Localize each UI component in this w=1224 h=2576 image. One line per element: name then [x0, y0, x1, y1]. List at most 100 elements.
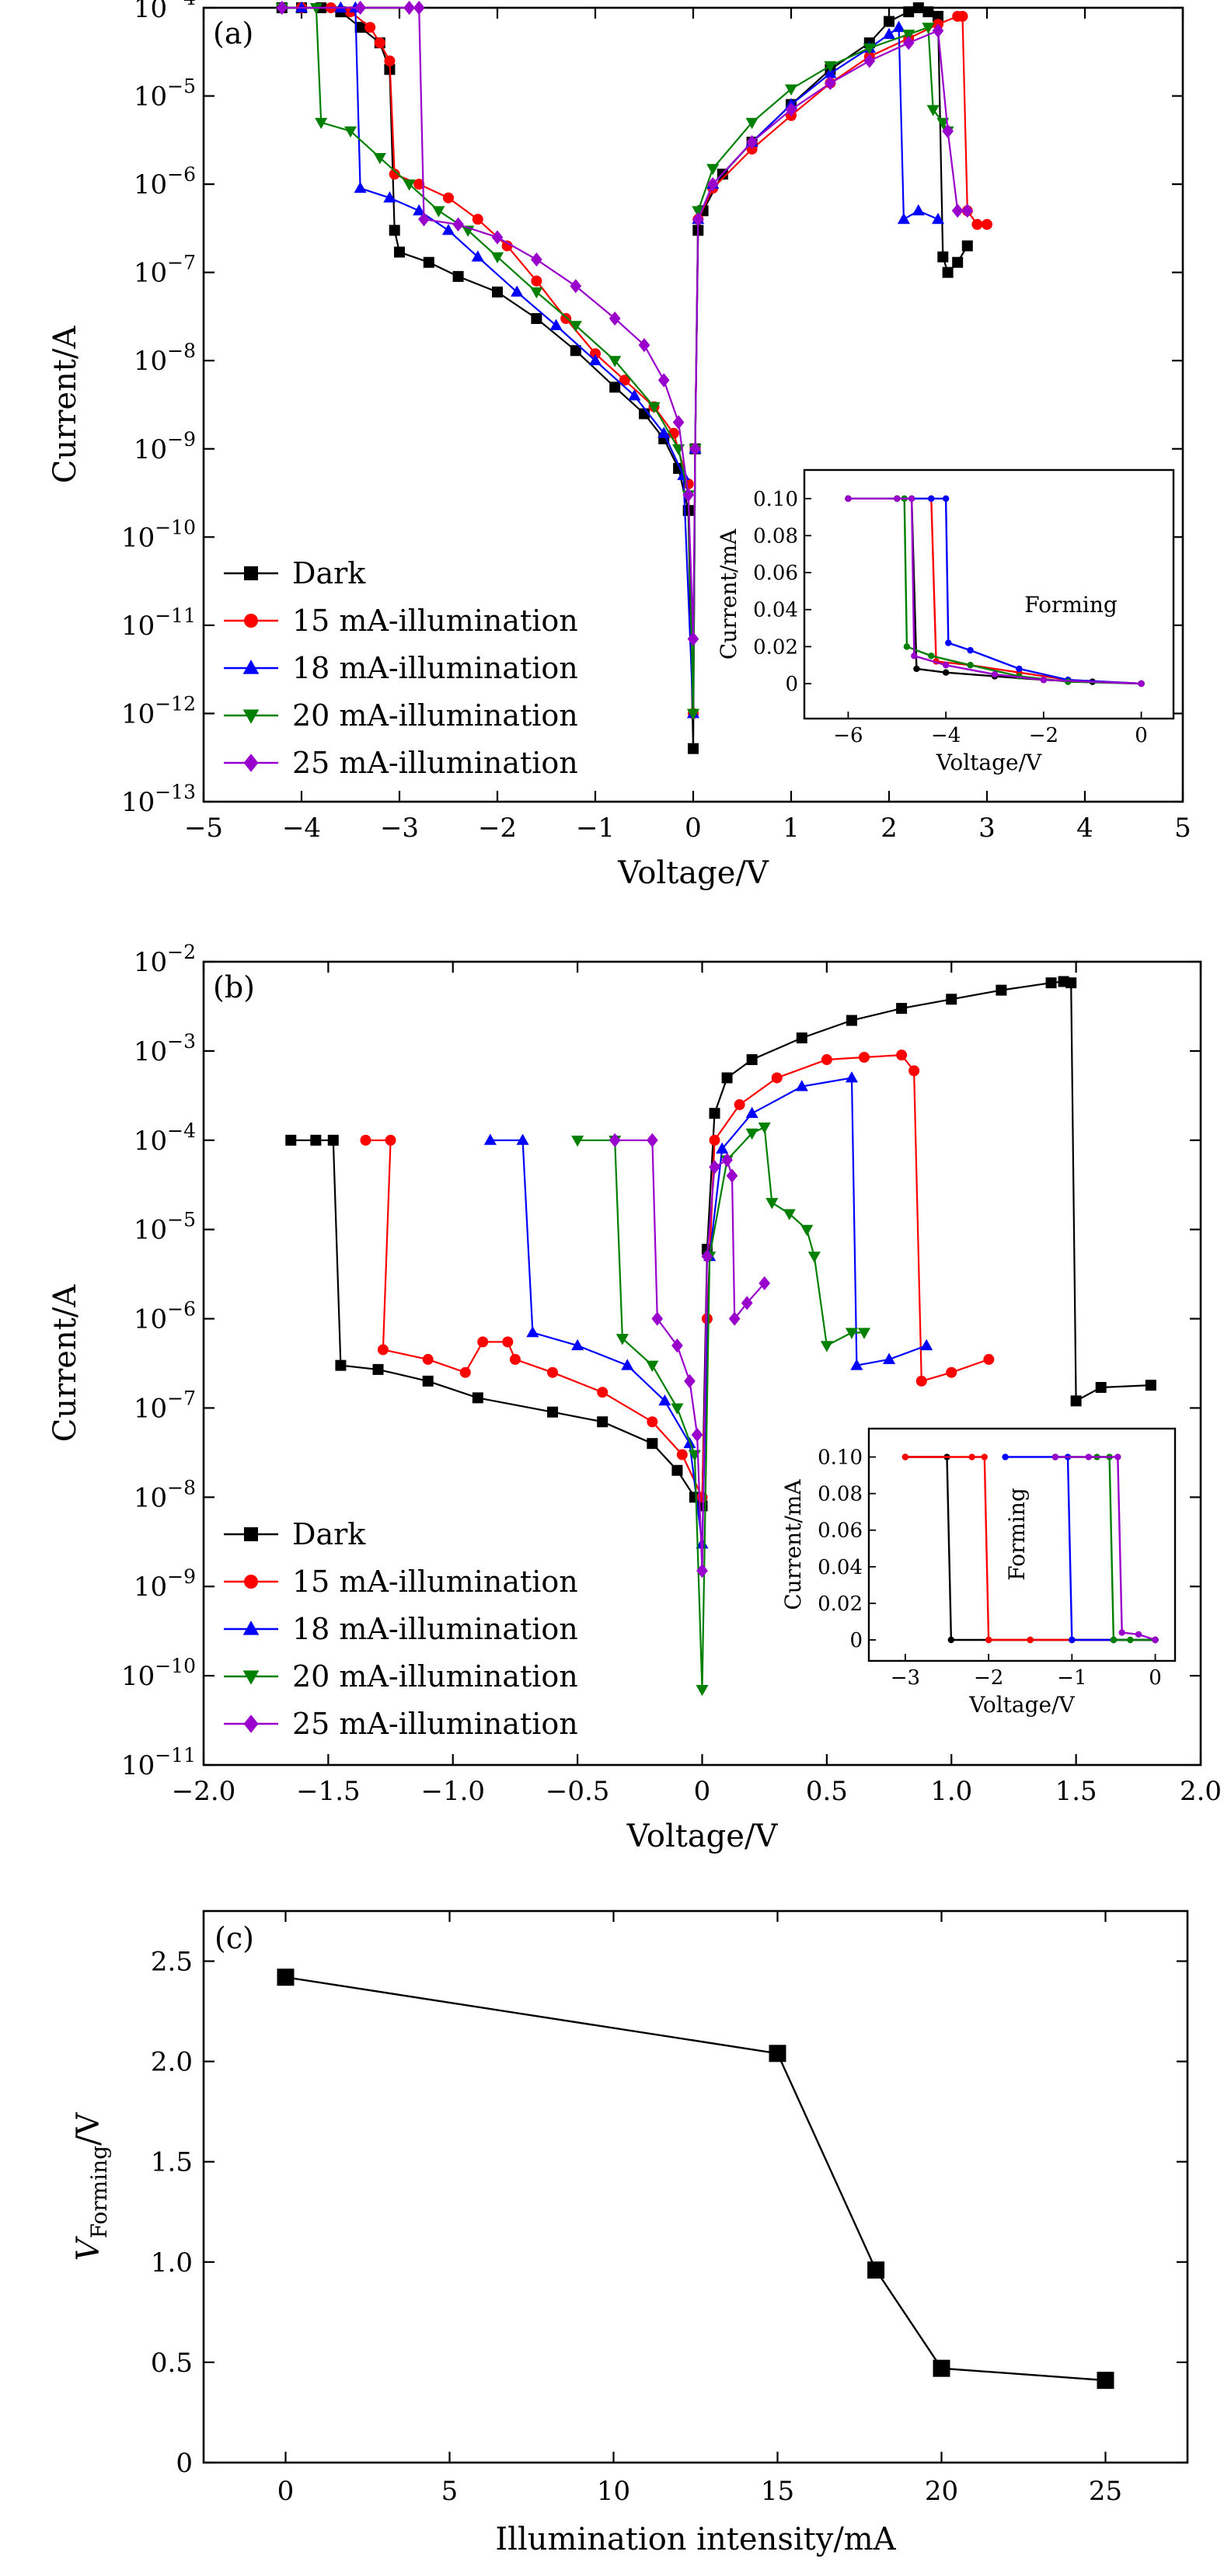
data-point: [734, 1099, 745, 1111]
data-point: [769, 2045, 786, 2063]
data-point: [423, 256, 434, 268]
data-point: [441, 224, 455, 235]
data-point: [671, 1464, 683, 1476]
x-tick-label: −1.0: [420, 1776, 485, 1807]
data-point: [491, 230, 504, 245]
y-tick-exponent: −10: [155, 1655, 196, 1677]
y-tick-label: 10−10: [121, 516, 196, 553]
inset-data-point: [928, 653, 935, 660]
data-point: [846, 1015, 857, 1026]
data-point: [569, 321, 582, 332]
y-tick-exponent: −4: [167, 0, 196, 9]
inset-data-point: [913, 665, 920, 673]
data-point: [547, 1406, 559, 1418]
data-point: [892, 20, 905, 33]
y-tick-base: 10: [121, 522, 155, 553]
data-point: [701, 1313, 713, 1325]
y-axis-label-main: V: [71, 2235, 106, 2261]
series-i18: [483, 1071, 933, 1549]
data-point: [745, 1128, 758, 1140]
legend-marker: [242, 709, 260, 724]
data-point: [459, 1366, 471, 1378]
data-point: [334, 1, 347, 12]
data-point: [502, 1336, 514, 1348]
data-point: [946, 1366, 957, 1378]
y-axis-label-sub: Forming: [86, 2146, 112, 2239]
inset-data-point: [1114, 1453, 1121, 1460]
data-point: [588, 353, 602, 366]
data-point: [951, 204, 964, 218]
y-tick-label: 10−8: [134, 339, 196, 377]
inset-chart: −3 −2 −1 0 0 0.02 0.04 0.06 0.08 0.10 Voltage/V Cur…: [780, 1427, 1177, 1718]
legend-marker: [243, 754, 259, 772]
x-tick-label: 1: [783, 813, 800, 844]
inset-y-tick-label: 0.08: [753, 524, 798, 548]
data-point: [915, 1375, 927, 1387]
inset-data-point: [985, 1636, 992, 1644]
legend-label: 18 mA-illumination: [292, 1612, 578, 1646]
y-tick-label: 1.5: [151, 2147, 193, 2178]
data-point: [820, 1341, 833, 1352]
data-point: [824, 67, 837, 78]
data-point: [721, 1072, 733, 1084]
inset-data-point: [945, 639, 952, 646]
data-point: [372, 1363, 384, 1375]
data-point: [383, 191, 396, 203]
data-point: [647, 402, 661, 413]
data-point: [385, 1134, 396, 1146]
data-point: [952, 256, 964, 268]
inset-x-tick-label: −6: [833, 724, 863, 747]
data-point: [942, 266, 954, 278]
inset-data-point: [901, 1453, 909, 1460]
data-point: [452, 270, 464, 282]
data-point: [771, 1072, 783, 1084]
inset-y-tick-label: 0.06: [753, 562, 798, 585]
y-tick-label: 10−7: [134, 252, 196, 289]
series-line: [281, 6, 949, 714]
y-tick-base: 10: [134, 947, 167, 978]
legend-marker: [242, 660, 260, 674]
inset-x-tick-label: −3: [891, 1666, 920, 1690]
data-point: [688, 743, 699, 754]
y-tick-label: 10−4: [134, 0, 196, 24]
data-point: [684, 1373, 696, 1388]
data-point: [1045, 977, 1057, 989]
data-point: [686, 708, 700, 720]
y-tick-base: 10: [134, 1572, 167, 1603]
y-tick-label: 10−6: [134, 1298, 196, 1335]
data-point: [547, 1366, 559, 1378]
x-tick-label: 1.5: [1055, 1776, 1097, 1807]
data-point: [571, 1135, 584, 1147]
series-i25: [609, 1133, 771, 1579]
inset-data-point: [928, 495, 935, 503]
x-tick-label: 1.0: [930, 1776, 972, 1807]
data-point: [672, 415, 685, 430]
y-axis-label: VForming/V: [71, 2111, 112, 2261]
data-point: [857, 1328, 871, 1339]
inset-x-tick-label: −2: [1029, 724, 1058, 747]
data-point: [701, 1249, 713, 1264]
data-point: [937, 251, 949, 263]
data-point: [706, 177, 719, 192]
y-tick-base: 10: [134, 1482, 167, 1513]
legend-label: 20 mA-illumination: [292, 1659, 578, 1694]
legend-label: Dark: [292, 1517, 366, 1551]
inset-data-point: [1016, 665, 1023, 673]
data-point: [691, 1427, 703, 1443]
data-point: [709, 1134, 720, 1146]
y-tick-exponent: −7: [167, 252, 196, 274]
data-point: [389, 225, 400, 236]
data-point: [621, 1359, 634, 1370]
data-point: [276, 0, 288, 16]
x-tick-label: 5: [1174, 813, 1191, 844]
data-point: [946, 994, 957, 1005]
data-point: [364, 22, 376, 33]
y-tick-label: 10−5: [134, 1209, 196, 1246]
data-point: [932, 23, 944, 38]
data-point: [926, 105, 940, 117]
data-point: [530, 287, 543, 299]
data-point: [688, 1450, 701, 1461]
y-tick-base: 10: [134, 169, 167, 200]
data-point: [845, 1328, 858, 1339]
inset-data-point: [942, 669, 950, 676]
